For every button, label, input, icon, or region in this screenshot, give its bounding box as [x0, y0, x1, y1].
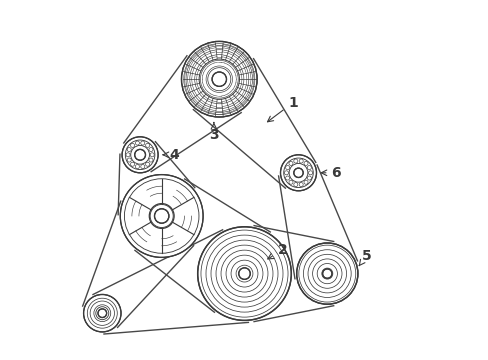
Text: 3: 3: [209, 122, 218, 142]
Text: 2: 2: [267, 243, 286, 259]
Circle shape: [83, 294, 121, 332]
Circle shape: [238, 268, 250, 279]
Circle shape: [212, 72, 226, 86]
Circle shape: [154, 209, 168, 223]
Circle shape: [280, 155, 316, 191]
Text: 5: 5: [359, 249, 371, 266]
Text: 4: 4: [163, 148, 179, 162]
Circle shape: [134, 149, 145, 160]
Circle shape: [122, 137, 158, 173]
Circle shape: [293, 168, 303, 177]
Circle shape: [197, 227, 291, 320]
Circle shape: [181, 41, 257, 117]
Text: 6: 6: [321, 166, 341, 180]
Circle shape: [98, 309, 106, 318]
Circle shape: [322, 269, 331, 278]
Circle shape: [296, 243, 357, 304]
Circle shape: [120, 175, 203, 257]
Text: 1: 1: [267, 96, 297, 122]
